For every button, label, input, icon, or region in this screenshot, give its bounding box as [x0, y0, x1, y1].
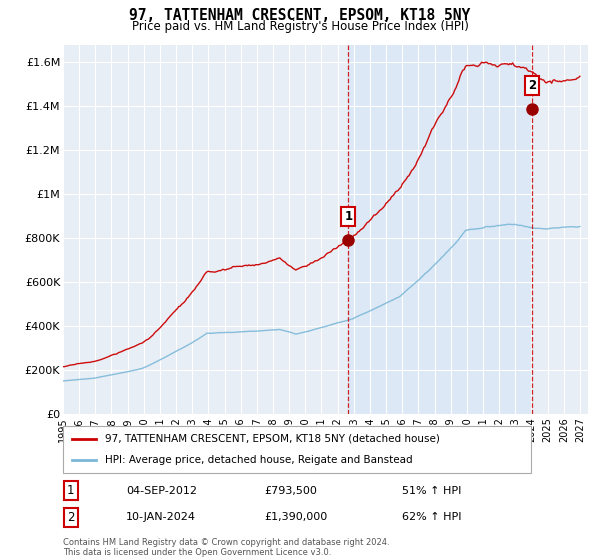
Text: 97, TATTENHAM CRESCENT, EPSOM, KT18 5NY (detached house): 97, TATTENHAM CRESCENT, EPSOM, KT18 5NY …	[105, 434, 440, 444]
Text: 51% ↑ HPI: 51% ↑ HPI	[402, 486, 461, 496]
Text: 97, TATTENHAM CRESCENT, EPSOM, KT18 5NY: 97, TATTENHAM CRESCENT, EPSOM, KT18 5NY	[130, 8, 470, 24]
Text: 2: 2	[528, 79, 536, 92]
Text: 2: 2	[67, 511, 74, 524]
Text: £793,500: £793,500	[264, 486, 317, 496]
Text: 62% ↑ HPI: 62% ↑ HPI	[402, 512, 461, 522]
Text: 10-JAN-2024: 10-JAN-2024	[126, 512, 196, 522]
Text: 04-SEP-2012: 04-SEP-2012	[126, 486, 197, 496]
Bar	[349, 45, 532, 414]
Text: HPI: Average price, detached house, Reigate and Banstead: HPI: Average price, detached house, Reig…	[105, 455, 413, 465]
Text: £1,390,000: £1,390,000	[264, 512, 327, 522]
Text: Price paid vs. HM Land Registry's House Price Index (HPI): Price paid vs. HM Land Registry's House …	[131, 20, 469, 32]
Text: 1: 1	[67, 484, 74, 497]
Text: 1: 1	[344, 211, 353, 223]
Text: Contains HM Land Registry data © Crown copyright and database right 2024.
This d: Contains HM Land Registry data © Crown c…	[63, 538, 389, 557]
